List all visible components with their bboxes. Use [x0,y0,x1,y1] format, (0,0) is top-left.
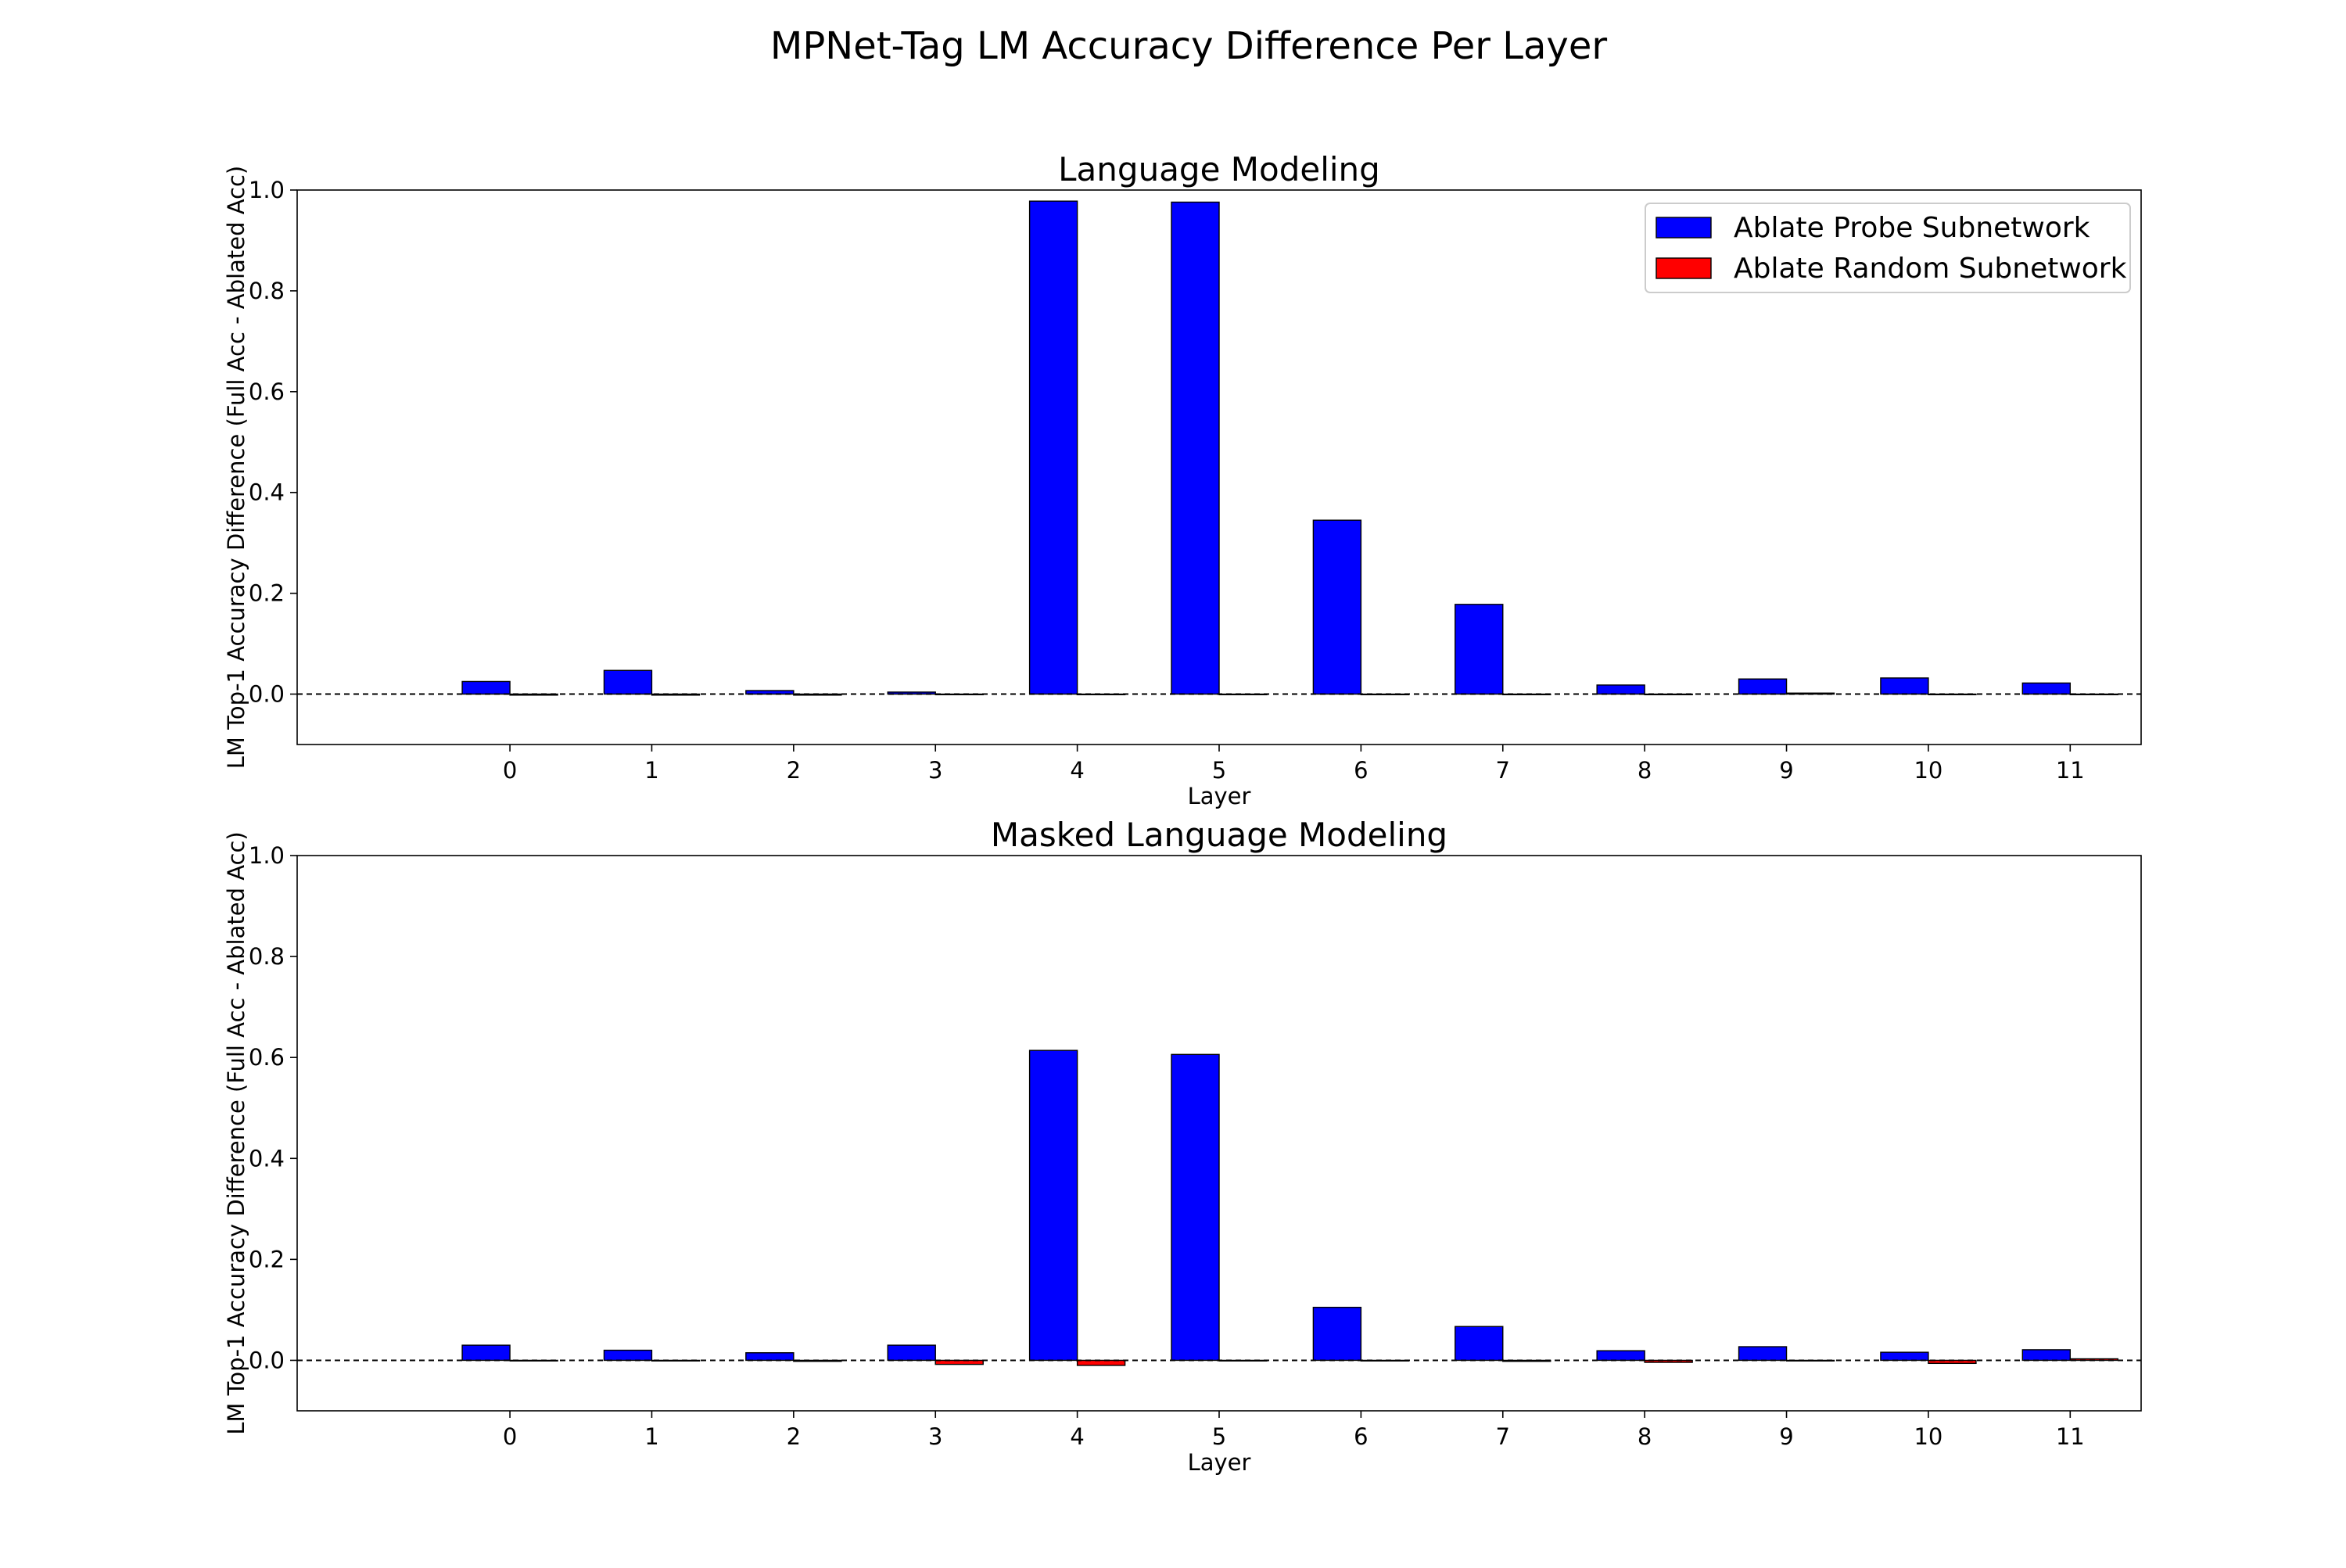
probe-bar [1880,1351,1929,1362]
x-tick-label: 8 [1638,1423,1652,1450]
x-tick-label: 3 [928,1423,942,1450]
probe-bar [1028,200,1078,695]
legend-label: Ablate Random Subnetwork [1734,253,2127,285]
probe-bar [1171,1053,1220,1362]
x-tick-label: 7 [1496,757,1510,784]
x-tick-label: 2 [787,1423,801,1450]
y-axis-label: LM Top-1 Accuracy Difference (Full Acc -… [223,166,249,770]
x-tick-label: 4 [1070,757,1084,784]
figure-title: MPNet-Tag LM Accuracy Difference Per Lay… [770,24,1607,68]
x-tick-label: 10 [1914,757,1942,784]
x-axis-label: Layer [1188,783,1251,809]
subplot-title: Language Modeling [1058,150,1380,188]
probe-bar [1312,1306,1362,1362]
legend: Ablate Probe Subnetwork Ablate Random Sub… [1645,203,2131,293]
probe-bar [2021,682,2072,695]
subplot-title: Masked Language Modeling [991,816,1447,854]
probe-bar [1028,1050,1078,1362]
probe-bar [1455,604,1504,695]
x-tick-label: 7 [1496,1423,1510,1450]
legend-box [1645,203,2131,293]
probe-bar [887,1344,936,1362]
y-tick-label: 0.2 [249,1246,285,1272]
x-tick-label: 11 [2056,1423,2085,1450]
y-tick-label: 1.0 [249,177,285,203]
probe-bar [603,669,653,695]
y-tick-label: 0.8 [249,943,285,970]
random-bar [1076,1359,1126,1366]
probe-bar [2021,1349,2072,1362]
x-tick-label: 3 [928,757,942,784]
probe-bar [745,1352,795,1362]
probe-bar [461,1344,511,1362]
y-tick-label: 1.0 [249,842,285,869]
probe-bar [1596,1350,1645,1362]
probe-bar [1455,1326,1504,1362]
x-tick-label: 4 [1070,1423,1084,1450]
y-tick-label: 0.6 [249,379,285,405]
x-tick-label: 6 [1354,757,1368,784]
x-tick-label: 8 [1638,757,1652,784]
x-tick-label: 9 [1779,1423,1793,1450]
x-tick-label: 6 [1354,1423,1368,1450]
y-tick-label: 0.0 [249,681,285,708]
subplot-1: 0.0 0.2 0.4 0.6 0.8 1.0 0 1 2 3 4 5 6 7 8 9 10 11 Language… [223,150,2142,809]
y-tick-label: 0.2 [249,580,285,607]
x-tick-label: 10 [1914,1423,1942,1450]
y-tick-label: 0.4 [249,1145,285,1172]
probe-bar [1880,677,1929,695]
legend-swatch [1655,217,1712,239]
y-axis-label: LM Top-1 Accuracy Difference (Full Acc -… [223,831,249,1435]
probe-bar [1312,519,1362,695]
subplot-2: 0.0 0.2 0.4 0.6 0.8 1.0 0 1 2 3 4 5 6 7 8 9 10 11 Masked L… [223,816,2142,1476]
probe-bar [1171,201,1220,695]
x-tick-label: 5 [1212,757,1226,784]
probe-bar [1738,1346,1788,1362]
probe-bar [1596,684,1645,695]
x-tick-label: 1 [644,1423,658,1450]
x-tick-label: 1 [644,757,658,784]
legend-label: Ablate Probe Subnetwork [1734,212,2090,244]
legend-swatch [1655,257,1712,279]
x-axis-label: Layer [1188,1449,1251,1476]
probe-bar [603,1349,653,1362]
x-tick-label: 5 [1212,1423,1226,1450]
x-tick-label: 2 [787,757,801,784]
probe-bar [461,680,511,695]
x-tick-label: 11 [2056,757,2085,784]
y-tick-label: 0.0 [249,1347,285,1373]
y-tick-label: 0.8 [249,278,285,304]
y-tick-label: 0.4 [249,479,285,506]
y-tick-label: 0.6 [249,1044,285,1071]
probe-bar [1738,678,1788,695]
x-tick-label: 9 [1779,757,1793,784]
x-tick-label: 0 [503,757,517,784]
x-tick-label: 0 [503,1423,517,1450]
